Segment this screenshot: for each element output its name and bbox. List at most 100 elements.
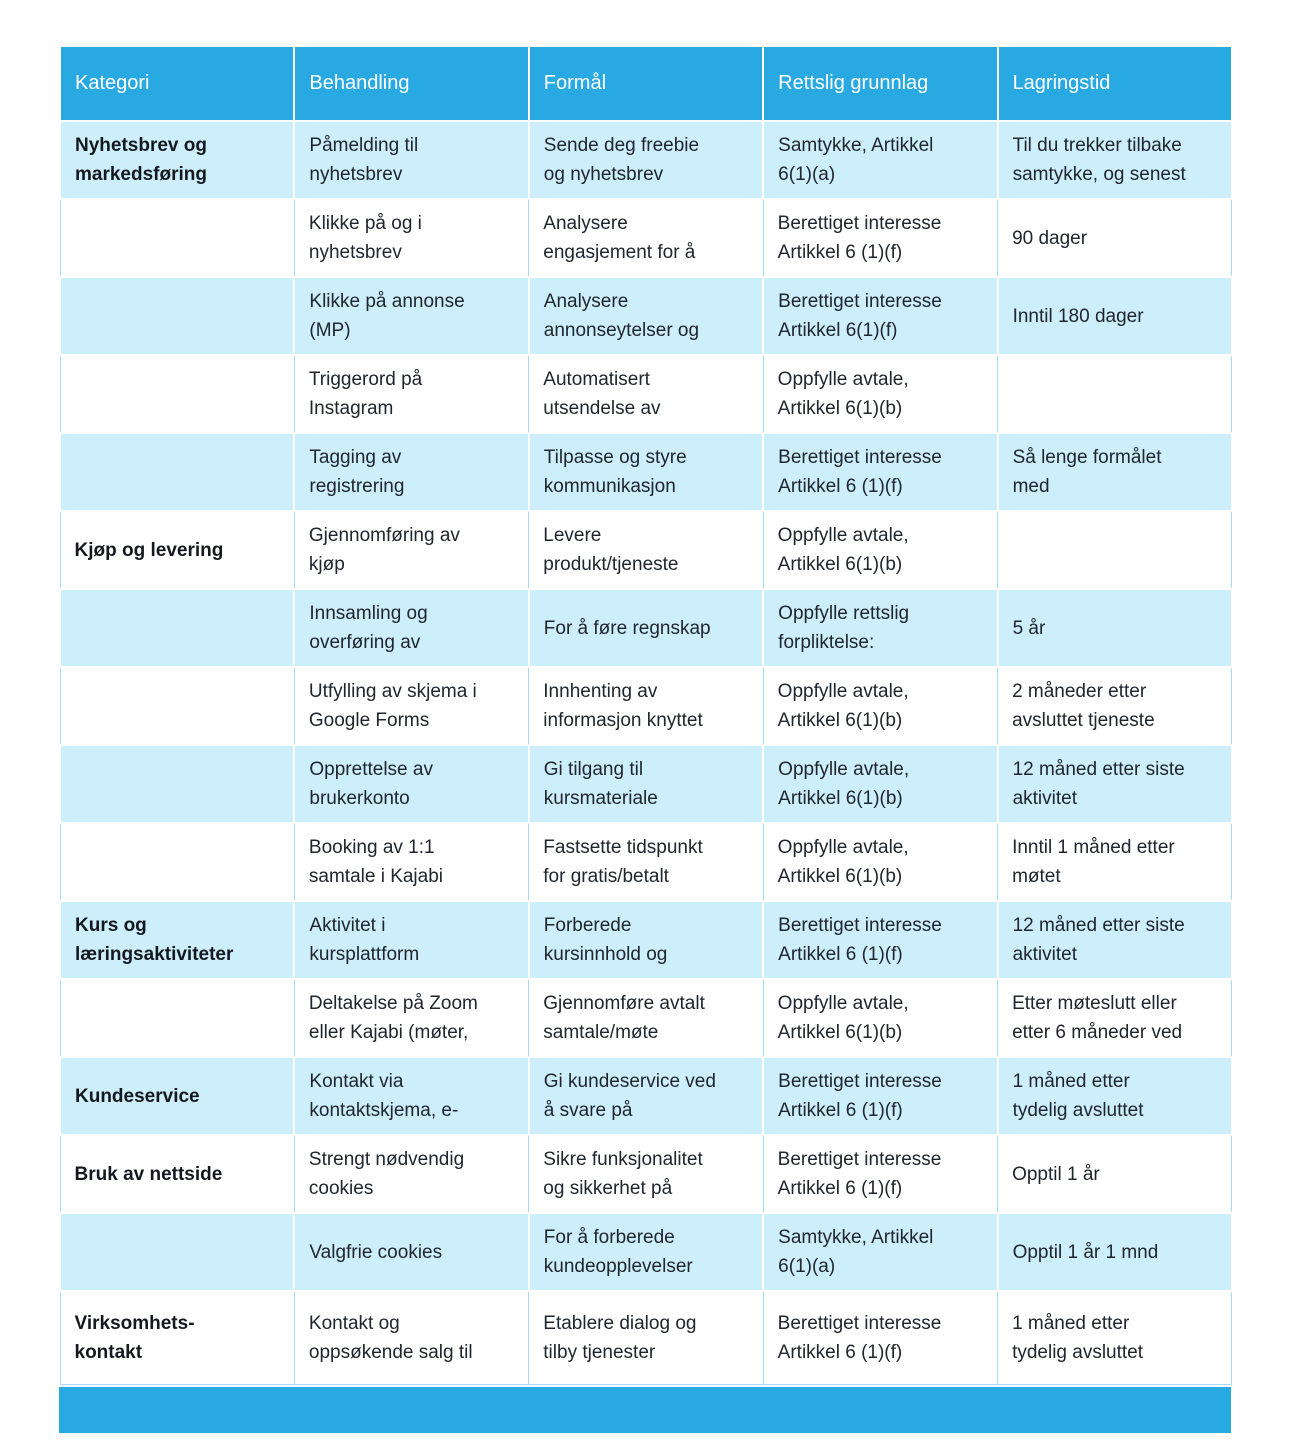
table-cell: 5 år bbox=[996, 588, 1233, 668]
table-cell bbox=[58, 432, 296, 512]
table-cell: Opptil 1 år bbox=[997, 1134, 1233, 1214]
table-cell: Etter møteslutt eller etter 6 måneder ve… bbox=[997, 978, 1233, 1058]
table-row: Virksomhets- kontakt Kontakt og oppsøkend… bbox=[59, 1290, 1233, 1385]
table-cell: Utfylling av skjema i Google Forms bbox=[293, 666, 530, 746]
table-cell: Oppfylle avtale, Artikkel 6(1)(b) bbox=[762, 822, 999, 902]
table-cell: Opptil 1 år 1 mnd bbox=[996, 1212, 1233, 1292]
table-cell: Tilpasse og styre kommunikasjon bbox=[527, 432, 765, 512]
table-cell: Oppfylle avtale, Artikkel 6(1)(b) bbox=[762, 666, 999, 746]
table-cell: Innhenting av informasjon knyttet bbox=[528, 666, 764, 746]
table-row: Tagging av registrering Tilpasse og styre… bbox=[58, 432, 1233, 512]
table-cell: Kjøp og levering bbox=[59, 510, 295, 590]
table-row: Bruk av nettside Strengt nødvendig cookie… bbox=[59, 1134, 1233, 1214]
table-body: Nyhetsbrev og markedsføring Påmelding til… bbox=[58, 120, 1233, 1385]
table-row: Innsamling og overføring av For å føre re… bbox=[58, 588, 1233, 668]
table-head: Kategori Behandling Formål Rettslig grunnla… bbox=[58, 45, 1233, 122]
table-cell bbox=[59, 666, 295, 746]
table-cell bbox=[997, 510, 1233, 590]
table-cell: Inntil 1 måned etter møtet bbox=[997, 822, 1233, 902]
table-row: Kundeservice Kontakt via kontaktskjema, e… bbox=[58, 1056, 1233, 1136]
table-row: Opprettelse av brukerkonto Gi tilgang til… bbox=[58, 744, 1233, 824]
table-cell: Oppfylle avtale, Artikkel 6(1)(b) bbox=[762, 978, 999, 1058]
table-row: Kjøp og levering Gjennomføring av kjøp Lev… bbox=[59, 510, 1233, 590]
table-cell bbox=[997, 354, 1233, 434]
table-head-row: Kategori Behandling Formål Rettslig grunnla… bbox=[58, 45, 1233, 122]
table-row: Klikke på og i nyhetsbrev Analysere engas… bbox=[59, 198, 1233, 278]
table-cell: Opprettelse av brukerkonto bbox=[293, 744, 530, 824]
table-row: Triggerord på Instagram Automatisert utse… bbox=[59, 354, 1233, 434]
column-header: Lagringstid bbox=[996, 45, 1233, 122]
table-cell: Valgfrie cookies bbox=[293, 1212, 530, 1292]
table-cell bbox=[58, 588, 296, 668]
table-cell: Analysere annonseytelser og bbox=[527, 276, 765, 356]
table-cell: 12 måned etter siste aktivitet bbox=[996, 900, 1233, 980]
table-cell: Samtykke, Artikkel 6(1)(a) bbox=[762, 120, 999, 200]
table-cell: 1 måned etter tydelig avsluttet bbox=[997, 1290, 1233, 1385]
table-cell bbox=[59, 198, 295, 278]
table-row: Klikke på annonse (MP) Analysere annonsey… bbox=[58, 276, 1233, 356]
table-cell: Levere produkt/tjeneste bbox=[528, 510, 764, 590]
table-row: Nyhetsbrev og markedsføring Påmelding til… bbox=[58, 120, 1233, 200]
table-cell: Oppfylle avtale, Artikkel 6(1)(b) bbox=[762, 744, 999, 824]
privacy-table-wrapper: Kategori Behandling Formål Rettslig grunnla… bbox=[58, 45, 1233, 1433]
table-cell: Nyhetsbrev og markedsføring bbox=[58, 120, 296, 200]
table-cell: Sende deg freebie og nyhetsbrev bbox=[527, 120, 765, 200]
table-cell: Etablere dialog og tilby tjenester bbox=[528, 1290, 764, 1385]
table-cell: Gi kundeservice ved å svare på bbox=[527, 1056, 765, 1136]
table-cell: Oppfylle avtale, Artikkel 6(1)(b) bbox=[762, 510, 999, 590]
table-cell: Booking av 1:1 samtale i Kajabi bbox=[293, 822, 530, 902]
partial-next-section-header-bar bbox=[59, 1386, 1231, 1433]
table-cell: Kundeservice bbox=[58, 1056, 296, 1136]
table-cell: 90 dager bbox=[997, 198, 1233, 278]
table-cell: Berettiget interesse Artikkel 6(1)(f) bbox=[762, 276, 999, 356]
table-cell: Triggerord på Instagram bbox=[293, 354, 530, 434]
column-header: Formål bbox=[527, 45, 765, 122]
table-cell bbox=[58, 744, 296, 824]
table-cell: Fastsette tidspunkt for gratis/betalt bbox=[528, 822, 764, 902]
table-cell: Analysere engasjement for å bbox=[528, 198, 764, 278]
table-row: Kurs og læringsaktiviteter Aktivitet i ku… bbox=[58, 900, 1233, 980]
table-cell: Klikke på og i nyhetsbrev bbox=[293, 198, 530, 278]
table-cell: Klikke på annonse (MP) bbox=[293, 276, 530, 356]
table-cell: Påmelding til nyhetsbrev bbox=[293, 120, 530, 200]
table-row: Utfylling av skjema i Google Forms Innhen… bbox=[59, 666, 1233, 746]
table-cell: Kontakt og oppsøkende salg til bbox=[293, 1290, 530, 1385]
table-cell: Aktivitet i kursplattform bbox=[293, 900, 530, 980]
table-cell bbox=[58, 1212, 296, 1292]
table-cell: Gjennomføring av kjøp bbox=[293, 510, 530, 590]
table-cell: Automatisert utsendelse av bbox=[528, 354, 764, 434]
column-header: Behandling bbox=[293, 45, 530, 122]
table-cell: Kurs og læringsaktiviteter bbox=[58, 900, 296, 980]
table-cell bbox=[59, 354, 295, 434]
table-row: Valgfrie cookies For å forberede kundeopp… bbox=[58, 1212, 1233, 1292]
table-cell: 12 måned etter siste aktivitet bbox=[996, 744, 1233, 824]
table-cell: Så lenge formålet med bbox=[996, 432, 1233, 512]
table-cell: Deltakelse på Zoom eller Kajabi (møter, bbox=[293, 978, 530, 1058]
table-row: Booking av 1:1 samtale i Kajabi Fastsette… bbox=[59, 822, 1233, 902]
table-cell bbox=[58, 276, 296, 356]
table-cell: Til du trekker tilbake samtykke, og sene… bbox=[996, 120, 1233, 200]
table-cell: Strengt nødvendig cookies bbox=[293, 1134, 530, 1214]
table-cell: Innsamling og overføring av bbox=[293, 588, 530, 668]
table-cell: Tagging av registrering bbox=[293, 432, 530, 512]
table-cell: Berettiget interesse Artikkel 6 (1)(f) bbox=[762, 1134, 999, 1214]
table-cell: For å føre regnskap bbox=[527, 588, 765, 668]
table-cell: 2 måneder etter avsluttet tjeneste bbox=[997, 666, 1233, 746]
table-cell: Berettiget interesse Artikkel 6 (1)(f) bbox=[762, 900, 999, 980]
table-cell: Oppfylle avtale, Artikkel 6(1)(b) bbox=[762, 354, 999, 434]
table-cell: Samtykke, Artikkel 6(1)(a) bbox=[762, 1212, 999, 1292]
table-cell: Sikre funksjonalitet og sikkerhet på bbox=[528, 1134, 764, 1214]
table-row: Deltakelse på Zoom eller Kajabi (møter, G… bbox=[59, 978, 1233, 1058]
table-cell: Oppfylle rettslig forpliktelse: bbox=[762, 588, 999, 668]
column-header: Rettslig grunnlag bbox=[762, 45, 999, 122]
table-cell: Berettiget interesse Artikkel 6 (1)(f) bbox=[762, 198, 999, 278]
table-cell: Gi tilgang til kursmateriale bbox=[527, 744, 765, 824]
column-header: Kategori bbox=[58, 45, 296, 122]
table-cell: Berettiget interesse Artikkel 6 (1)(f) bbox=[762, 1056, 999, 1136]
table-cell: Inntil 180 dager bbox=[996, 276, 1233, 356]
table-cell bbox=[59, 978, 295, 1058]
table-cell: Kontakt via kontaktskjema, e- bbox=[293, 1056, 530, 1136]
table-cell: Forberede kursinnhold og bbox=[527, 900, 765, 980]
table-cell: Virksomhets- kontakt bbox=[59, 1290, 295, 1385]
